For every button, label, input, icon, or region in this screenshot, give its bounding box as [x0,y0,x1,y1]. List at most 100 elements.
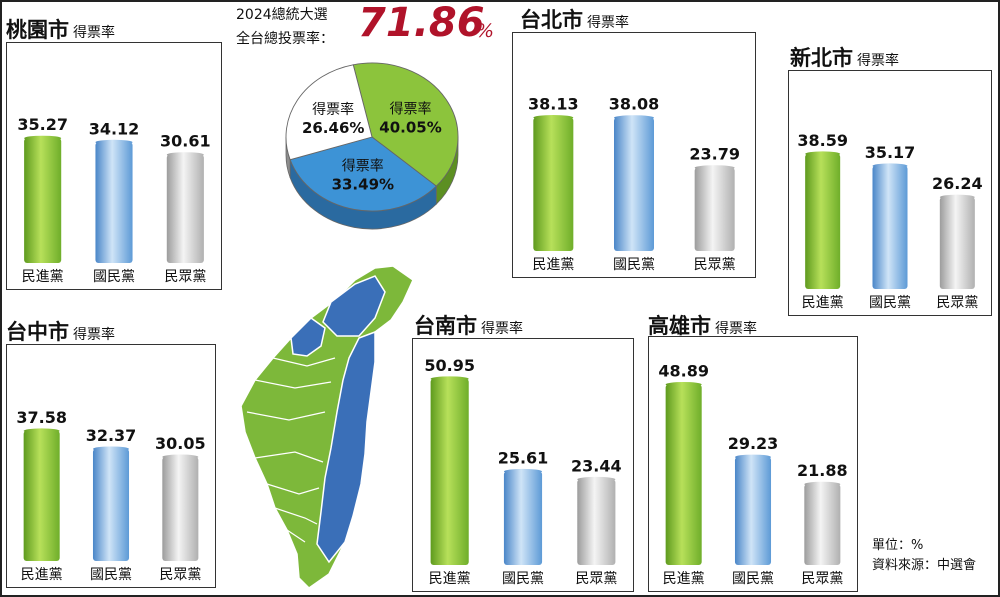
category-label: 國民黨 [613,257,655,273]
value-label: 50.95 [424,356,475,375]
bar-chart-tainan: 50.95 民進黨 25.61 國民黨 23.44 民眾黨 [424,356,622,587]
value-label: 21.88 [797,461,848,480]
bar-cap [694,165,735,171]
bar-chart-taichung: 37.58 民進黨 32.37 國民黨 30.05 民眾黨 [16,408,205,583]
category-label: 國民黨 [869,295,911,311]
category-label: 民眾黨 [575,571,617,587]
bar-國民黨 [95,142,133,263]
city-name: 台南市 [414,314,477,338]
value-label: 25.61 [498,448,549,467]
pie-slice [352,62,459,187]
city-name: 台北市 [520,8,583,32]
turnout-label: 全台總投票率： [236,31,334,47]
city-subtitle: 得票率 [73,25,115,41]
pie-value: 40.05% [379,118,441,136]
chart-panel-taoyuan: 35.27 民進黨 34.12 國民黨 30.61 民眾黨 [6,42,222,290]
bar-cap [533,115,574,121]
value-label: 35.17 [865,143,916,162]
bar-民進黨 [23,430,60,561]
category-label: 國民黨 [90,567,132,583]
city-title-taoyuan: 桃園市 得票率 [6,14,115,44]
bar-民進黨 [533,117,574,251]
city-name: 新北市 [790,46,853,70]
value-label: 38.59 [797,131,848,150]
pie-value: 33.49% [332,176,394,194]
election-title: 2024總統大選 [236,7,328,23]
pie-slice [285,64,373,161]
category-label: 國民黨 [502,571,544,587]
category-label: 國民黨 [93,269,135,285]
bar-民眾黨 [694,167,735,251]
category-label: 民進黨 [429,571,471,587]
footer-notes: 單位：% 資料來源：中選會 [872,536,976,576]
bar-cap [503,468,543,474]
value-label: 30.61 [160,132,211,151]
category-label: 民進黨 [22,269,64,285]
city-subtitle: 得票率 [857,53,899,69]
value-label: 37.58 [16,408,67,427]
bar-cap [804,481,841,487]
bar-民眾黨 [577,479,616,565]
bar-chart-kaohsiung: 48.89 民進黨 29.23 國民黨 21.88 民眾黨 [658,361,848,587]
city-title-taipei: 台北市 得票率 [520,4,629,34]
map-blue-region-west [290,317,326,357]
map-county-borders [246,357,336,543]
bar-民眾黨 [166,154,204,263]
bar-民進黨 [24,138,62,263]
category-label: 民進黨 [21,567,63,583]
value-label: 29.23 [728,434,779,453]
bar-國民黨 [872,165,908,289]
city-name: 桃園市 [6,18,69,42]
value-label: 23.44 [571,456,622,475]
city-title-newtaipei: 新北市 得票率 [790,42,899,72]
bar-chart-taoyuan: 35.27 民進黨 34.12 國民黨 30.61 民眾黨 [17,115,211,285]
bar-cap [95,139,133,145]
turnout-value: 71.86 [358,0,485,46]
city-subtitle: 得票率 [715,321,757,337]
city-subtitle: 得票率 [587,15,629,31]
bar-民進黨 [805,153,841,289]
category-label: 民眾黨 [159,567,201,583]
bar-國民黨 [614,117,654,251]
value-label: 35.27 [17,115,68,134]
bar-cap [162,454,199,460]
city-title-taichung: 台中市 得票率 [6,316,115,346]
taiwan-map [240,265,414,589]
pie-label: 得票率 [342,158,384,175]
bar-民眾黨 [162,456,199,561]
bar-chart-taipei: 38.13 民進黨 38.08 國民黨 23.79 民眾黨 [528,95,740,273]
pie-slice [289,136,438,212]
chart-panel-tainan: 50.95 民進黨 25.61 國民黨 23.44 民眾黨 [412,338,634,592]
bar-chart-newtaipei: 38.59 民進黨 35.17 國民黨 26.24 民眾黨 [797,131,983,311]
value-label: 23.79 [689,145,740,164]
bar-cap [665,381,702,387]
city-title-tainan: 台南市 得票率 [414,310,523,340]
map-blue-region-north [322,275,386,337]
bar-cap [166,152,204,158]
category-label: 民眾黨 [694,257,736,273]
value-label: 48.89 [658,361,709,380]
category-label: 國民黨 [732,571,774,587]
pie-value: 26.46% [302,119,364,137]
bar-國民黨 [734,457,772,565]
pie-label: 得票率 [312,101,354,118]
category-label: 民進黨 [532,257,574,273]
value-label: 32.37 [86,426,137,445]
value-label: 34.12 [89,119,140,138]
city-subtitle: 得票率 [481,321,523,337]
bar-cap [614,115,654,121]
bar-國民黨 [92,448,130,561]
bar-cap [92,446,130,452]
value-label: 38.13 [528,95,579,114]
category-label: 民進黨 [663,571,705,587]
pie-label: 得票率 [390,100,432,117]
city-name: 台中市 [6,320,69,344]
chart-panel-kaohsiung: 48.89 民進黨 29.23 國民黨 21.88 民眾黨 [648,336,858,592]
chart-panel-taichung: 37.58 民進黨 32.37 國民黨 30.05 民眾黨 [6,344,216,588]
category-label: 民眾黨 [164,269,206,285]
value-label: 26.24 [932,174,983,193]
bar-cap [430,376,469,382]
bar-cap [734,454,772,460]
